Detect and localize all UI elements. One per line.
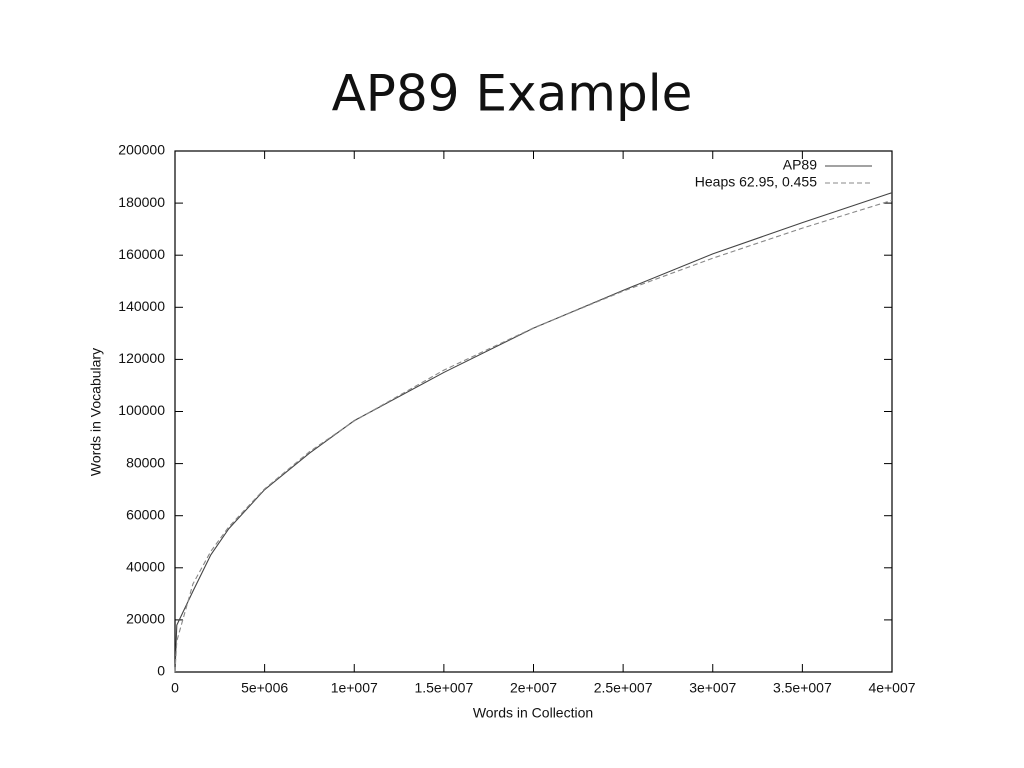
x-tick-label: 0 [171,680,179,696]
y-tick-label: 120000 [118,350,165,366]
y-axis-label: Words in Vocabulary [88,348,104,476]
series-line [174,192,893,673]
y-tick-label: 160000 [118,246,165,262]
y-tick-label: 80000 [126,454,165,470]
y-tick-label: 200000 [118,142,165,158]
y-tick-label: 60000 [126,506,165,522]
x-tick-label: 2.5e+007 [594,680,653,696]
y-tick-label: 100000 [118,402,165,418]
y-tick-label: 0 [157,663,165,679]
x-tick-label: 5e+006 [241,680,288,696]
x-tick-label: 3e+007 [689,680,736,696]
legend-label: AP89 [783,157,817,173]
x-tick-label: 1e+007 [331,680,378,696]
y-tick-label: 140000 [118,298,165,314]
x-tick-label: 3.5e+007 [773,680,832,696]
x-tick-label: 4e+007 [868,680,915,696]
x-axis-label: Words in Collection [473,705,593,721]
legend-label: Heaps 62.95, 0.455 [695,174,817,190]
x-tick-label: 1.5e+007 [414,680,473,696]
y-tick-label: 180000 [118,194,165,210]
chart-title: AP89 Example [332,65,693,123]
y-tick-label: 20000 [126,611,165,627]
x-tick-label: 2e+007 [510,680,557,696]
series-line [174,199,893,673]
y-tick-label: 40000 [126,559,165,575]
